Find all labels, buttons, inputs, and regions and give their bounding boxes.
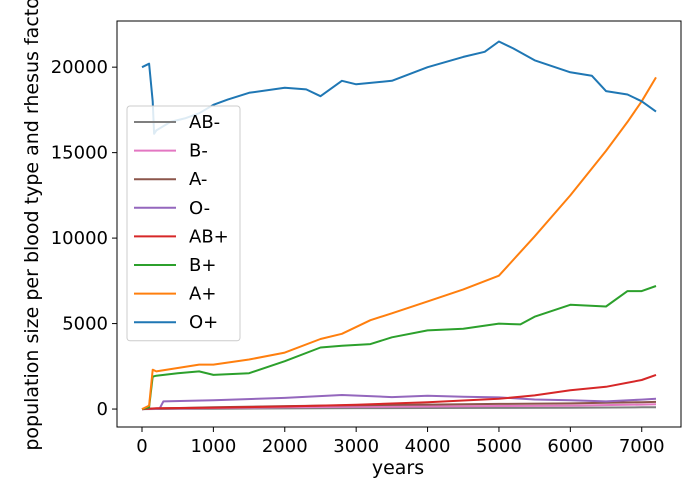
legend-label-B-: B- xyxy=(189,141,208,162)
legend-label-O-: O- xyxy=(189,198,210,219)
x-tick-label: 2000 xyxy=(262,436,308,457)
x-tick-label: 1000 xyxy=(190,436,236,457)
y-axis-label: population size per blood type and rhesu… xyxy=(21,0,43,451)
y-tick-label: 5000 xyxy=(62,314,108,335)
legend-box xyxy=(126,105,241,342)
series-line-AB+ xyxy=(141,373,657,411)
x-tick-label: 7000 xyxy=(619,436,665,457)
legend-label-A+: A+ xyxy=(189,284,216,305)
legend-label-AB-: AB- xyxy=(189,112,220,133)
series-layer xyxy=(141,40,657,411)
series-line-B+ xyxy=(141,285,657,411)
legend-label-AB+: AB+ xyxy=(189,226,229,247)
legend-label-B+: B+ xyxy=(189,255,216,276)
x-axis-label: years xyxy=(372,457,424,479)
y-tick-label: 15000 xyxy=(51,143,108,164)
plot-frame xyxy=(116,20,682,428)
y-tick-label: 20000 xyxy=(51,57,108,78)
axes-layer: 0 1000 2000 3000 4000 5000 6000 7000 0 5000 10000 1… xyxy=(51,20,682,457)
legend: AB- B- A- O- AB+ B+ A+ O+ xyxy=(126,105,241,342)
series-line-O- xyxy=(141,394,657,411)
y-tick-label: 10000 xyxy=(51,228,108,249)
y-tick-label: 0 xyxy=(97,399,108,420)
x-tick-label: 5000 xyxy=(476,436,522,457)
x-tick-label: 0 xyxy=(136,436,147,457)
legend-label-A-: A- xyxy=(189,169,207,190)
legend-label-O+: O+ xyxy=(189,312,218,333)
series-line-A+ xyxy=(141,76,657,410)
x-tick-label: 3000 xyxy=(333,436,379,457)
x-tick-label: 4000 xyxy=(405,436,451,457)
x-tick-label: 6000 xyxy=(547,436,593,457)
